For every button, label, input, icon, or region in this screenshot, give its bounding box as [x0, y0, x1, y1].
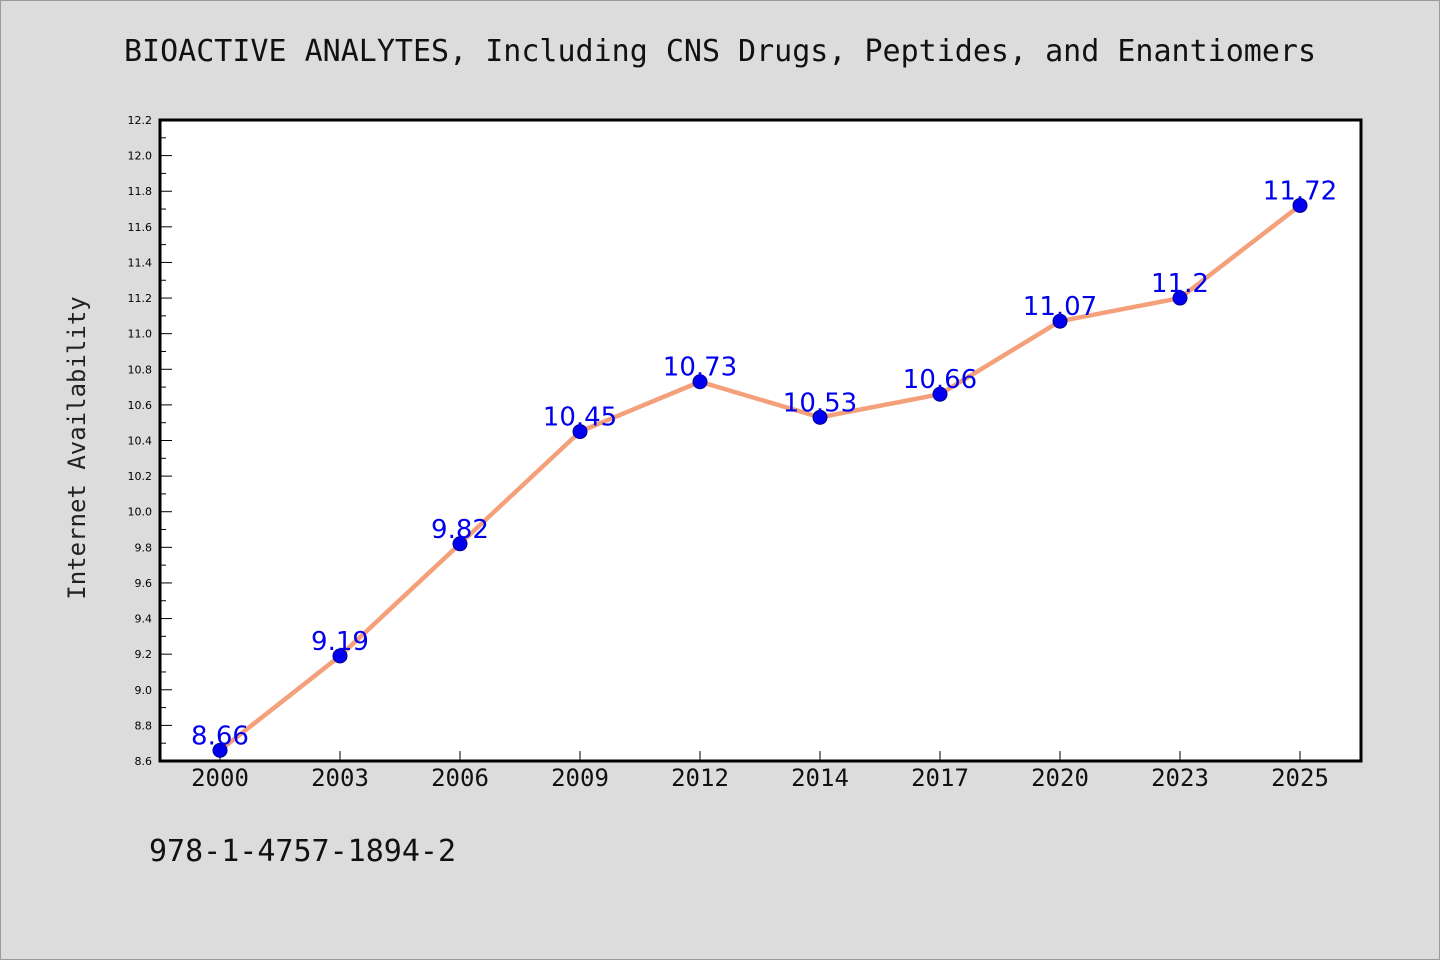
- x-tick-label: 2023: [1151, 764, 1209, 792]
- data-point: [212, 742, 228, 758]
- x-tick-label: 2025: [1271, 764, 1329, 792]
- y-tick-label: 8.8: [135, 719, 153, 732]
- data-label: 10.73: [663, 353, 737, 383]
- chart-title: BIOACTIVE ANALYTES, Including CNS Drugs,…: [123, 34, 1317, 69]
- data-point: [572, 424, 588, 440]
- y-tick-label: 9.4: [135, 613, 153, 626]
- plot-area: [158, 118, 1363, 763]
- data-point: [692, 374, 708, 390]
- y-tick-label: 10.6: [128, 399, 153, 412]
- y-tick-label: 9.8: [135, 541, 153, 554]
- data-label: 9.82: [431, 515, 489, 545]
- data-point: [1172, 290, 1188, 306]
- x-tick-label: 2017: [911, 764, 969, 792]
- data-label: 10.66: [903, 365, 977, 395]
- x-tick-label: 2014: [791, 764, 849, 792]
- data-label: 10.45: [543, 403, 617, 433]
- data-label: 11.07: [1023, 292, 1097, 322]
- data-point: [812, 409, 828, 425]
- y-tick-label: 11.6: [128, 221, 153, 234]
- data-label: 11.2: [1151, 269, 1209, 299]
- data-point: [932, 386, 948, 402]
- y-tick-label: 12.0: [128, 150, 153, 163]
- y-tick-label: 9.0: [135, 684, 153, 697]
- data-point: [452, 536, 468, 552]
- y-tick-label: 10.2: [128, 470, 153, 483]
- y-tick-label: 11.4: [128, 256, 153, 269]
- x-tick-label: 2003: [311, 764, 369, 792]
- x-tick-label: 2006: [431, 764, 489, 792]
- y-tick-label: 9.6: [135, 577, 153, 590]
- y-tick-label: 10.0: [128, 506, 153, 519]
- data-label: 10.53: [783, 388, 857, 418]
- x-tick-label: 2012: [671, 764, 729, 792]
- data-point: [1052, 313, 1068, 329]
- y-tick-label: 12.2: [128, 114, 153, 127]
- x-tick-label: 2009: [551, 764, 609, 792]
- y-tick-label: 8.6: [135, 755, 153, 768]
- x-tick-label: 2000: [191, 764, 249, 792]
- series-line: [217, 203, 1303, 753]
- y-tick-label: 11.2: [128, 292, 153, 305]
- data-point: [1292, 197, 1308, 213]
- isbn-footnote: 978-1-4757-1894-2: [149, 834, 457, 869]
- y-tick-label: 9.2: [135, 648, 153, 661]
- x-tick-label: 2020: [1031, 764, 1089, 792]
- y-tick-label: 11.0: [128, 328, 153, 341]
- data-label: 11.72: [1263, 176, 1337, 206]
- y-tick-label: 10.8: [128, 363, 153, 376]
- data-label: 8.66: [191, 721, 249, 751]
- y-tick-label: 11.8: [128, 185, 153, 198]
- y-tick-label: 10.4: [128, 435, 153, 448]
- data-point: [332, 648, 348, 664]
- data-label: 9.19: [311, 627, 369, 657]
